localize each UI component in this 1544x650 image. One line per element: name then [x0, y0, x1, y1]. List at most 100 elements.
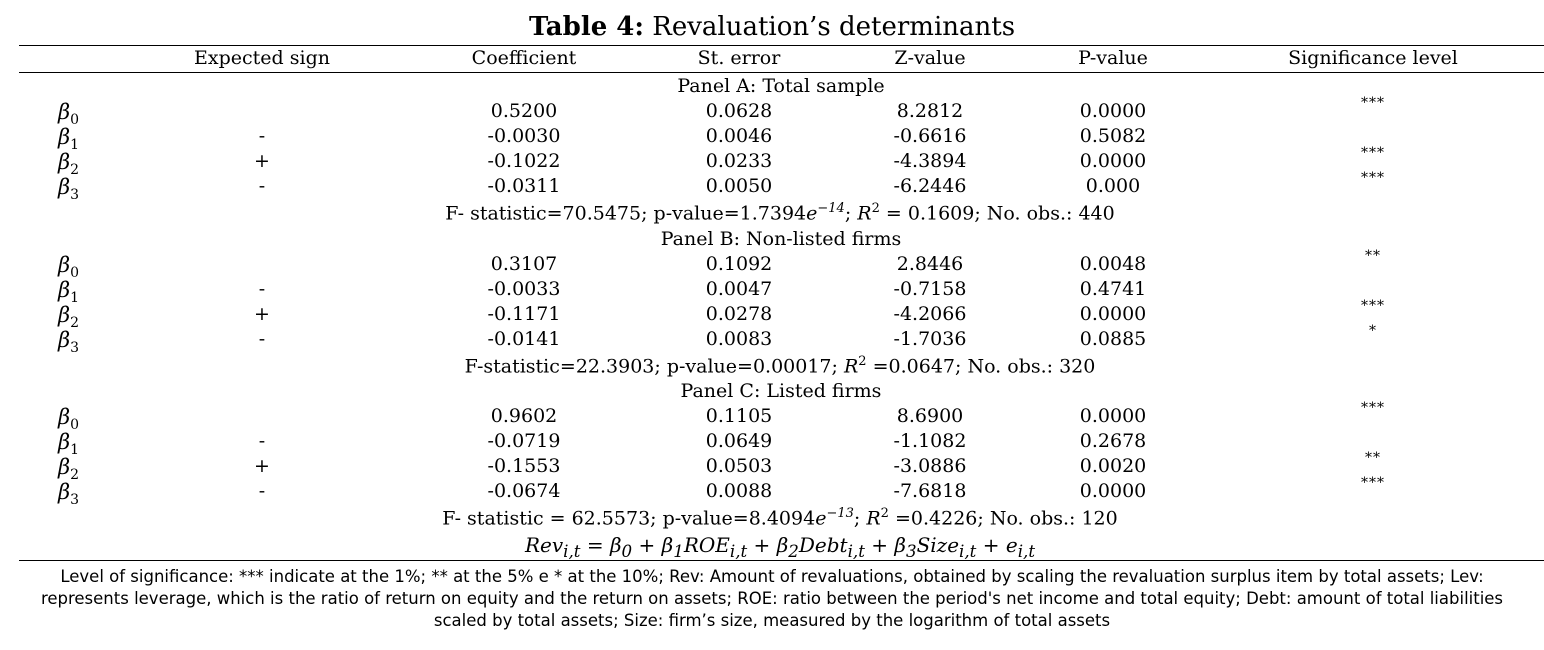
eq-equals: =: [580, 533, 610, 557]
stat-exponent-base: e: [815, 507, 827, 530]
z-value-cell: -6.2446: [893, 175, 967, 197]
beta-subscript: 1: [70, 137, 80, 154]
beta-subscript: 2: [70, 162, 80, 179]
coefficient-symbol: β3: [58, 175, 79, 203]
stat-text: = 0.1609; No. obs.: 440: [879, 202, 1115, 225]
expected-sign-cell: +: [254, 455, 270, 477]
st-error-cell: 0.0046: [705, 125, 773, 147]
coefficient-symbol: β0: [58, 100, 79, 128]
st-error-cell: 0.1092: [705, 253, 773, 275]
table-row: β3 - -0.0141 0.0083 -1.7036 0.0885 *: [0, 323, 1544, 356]
significance-cell: ***: [1361, 145, 1385, 161]
significance-cell: *: [1369, 323, 1377, 339]
beta-symbol: β: [58, 328, 71, 352]
eq-beta1-sub: 1: [673, 542, 684, 561]
beta-symbol: β: [58, 253, 71, 277]
st-error-cell: 0.0503: [705, 455, 773, 477]
z-value-cell: 8.2812: [896, 100, 964, 122]
coefficient-cell: -0.0311: [487, 175, 561, 197]
stat-separator: ;: [844, 202, 858, 225]
st-error-cell: 0.1105: [705, 405, 773, 427]
st-error-cell: 0.0233: [705, 150, 773, 172]
significance-cell: ***: [1361, 475, 1385, 491]
beta-subscript: 0: [70, 112, 80, 129]
coefficient-symbol: β1: [58, 430, 79, 458]
beta-symbol: β: [58, 125, 71, 149]
eq-error: e: [1005, 533, 1018, 557]
table-row: β1 - -0.0719 0.0649 -1.1082 0.2678: [0, 430, 1544, 458]
st-error-cell: 0.0628: [705, 100, 773, 122]
table-number: Table 4:: [528, 12, 644, 42]
p-value-cell: 0.0020: [1079, 455, 1147, 477]
z-value-cell: -0.7158: [893, 278, 967, 300]
coefficient-cell: -0.0033: [487, 278, 561, 300]
r-squared-symbol: R: [866, 507, 881, 530]
r-squared-symbol: R: [857, 202, 872, 225]
p-value-cell: 0.0000: [1079, 100, 1147, 122]
coefficient-cell: -0.0674: [487, 480, 561, 502]
eq-beta0-sub: 0: [621, 542, 633, 561]
eq-beta2-sub: 2: [788, 542, 799, 561]
panel-statistics: F-statistic=22.3903; p-value=0.00017; R2…: [0, 354, 1544, 377]
p-value-cell: 0.0000: [1079, 405, 1147, 427]
header-expected-sign: Expected sign: [194, 47, 330, 69]
stat-text: F- statistic = 62.5573; p-value=8.4094: [442, 507, 816, 530]
beta-subscript: 1: [70, 290, 80, 307]
eq-beta1: β: [661, 533, 674, 557]
z-value-cell: -1.1082: [893, 430, 967, 452]
coefficient-cell: -0.0030: [487, 125, 561, 147]
beta-subscript: 3: [70, 492, 80, 509]
coefficient-symbol: β2: [58, 455, 79, 483]
p-value-cell: 0.5082: [1079, 125, 1147, 147]
table-row: β3 - -0.0674 0.0088 -7.6818 0.0000 ***: [0, 475, 1544, 508]
beta-symbol: β: [58, 480, 71, 504]
panel-statistics: F- statistic = 62.5573; p-value=8.4094e−…: [0, 506, 1544, 529]
st-error-cell: 0.0083: [705, 328, 773, 350]
coefficient-symbol: β1: [58, 125, 79, 153]
beta-subscript: 2: [70, 467, 80, 484]
bottom-rule: [19, 560, 1544, 561]
eq-debt-sub: i,t: [847, 542, 865, 561]
eq-rev: Rev: [524, 533, 564, 557]
p-value-cell: 0.4741: [1079, 278, 1147, 300]
table-caption: Revaluation’s determinants: [652, 12, 1016, 42]
expected-sign-cell: -: [258, 175, 266, 197]
coefficient-symbol: β3: [58, 480, 79, 508]
eq-debt: Debt: [798, 533, 848, 557]
expected-sign-cell: -: [258, 278, 266, 300]
beta-symbol: β: [58, 455, 71, 479]
r-squared-exponent: 2: [880, 506, 889, 521]
significance-cell: ***: [1361, 400, 1385, 416]
expected-sign-cell: +: [254, 150, 270, 172]
coefficient-symbol: β0: [58, 405, 79, 433]
table-row: β0 0.3107 0.1092 2.8446 0.0048 **: [0, 248, 1544, 281]
z-value-cell: -7.6818: [893, 480, 967, 502]
beta-subscript: 3: [70, 187, 80, 204]
stat-exponent: −14: [817, 201, 845, 216]
coefficient-symbol: β2: [58, 303, 79, 331]
coefficient-symbol: β2: [58, 150, 79, 178]
r-squared-symbol: R: [843, 355, 859, 378]
stat-text: F-statistic=22.3903; p-value=0.00017;: [464, 355, 844, 378]
significance-cell: **: [1365, 248, 1381, 264]
stat-text: =0.0647; No. obs.: 320: [866, 355, 1096, 378]
eq-plus: +: [747, 533, 777, 557]
p-value-cell: 0.0048: [1079, 253, 1147, 275]
expected-sign-cell: -: [258, 430, 266, 452]
eq-plus: +: [976, 533, 1006, 557]
z-value-cell: 2.8446: [896, 253, 964, 275]
beta-symbol: β: [58, 278, 71, 302]
header-st-error: St. error: [697, 47, 781, 69]
coefficient-cell: -0.0719: [487, 430, 561, 452]
beta-subscript: 1: [70, 442, 80, 459]
significance-cell: ***: [1361, 95, 1385, 111]
header-p-value: P-value: [1078, 47, 1148, 69]
table-row: β0 0.9602 0.1105 8.6900 0.0000 ***: [0, 400, 1544, 433]
st-error-cell: 0.0278: [705, 303, 773, 325]
header-rule: [19, 72, 1544, 73]
table-row: β0 0.5200 0.0628 8.2812 0.0000 ***: [0, 95, 1544, 128]
expected-sign-cell: -: [258, 328, 266, 350]
beta-symbol: β: [58, 175, 71, 199]
z-value-cell: 8.6900: [896, 405, 964, 427]
beta-symbol: β: [58, 405, 71, 429]
